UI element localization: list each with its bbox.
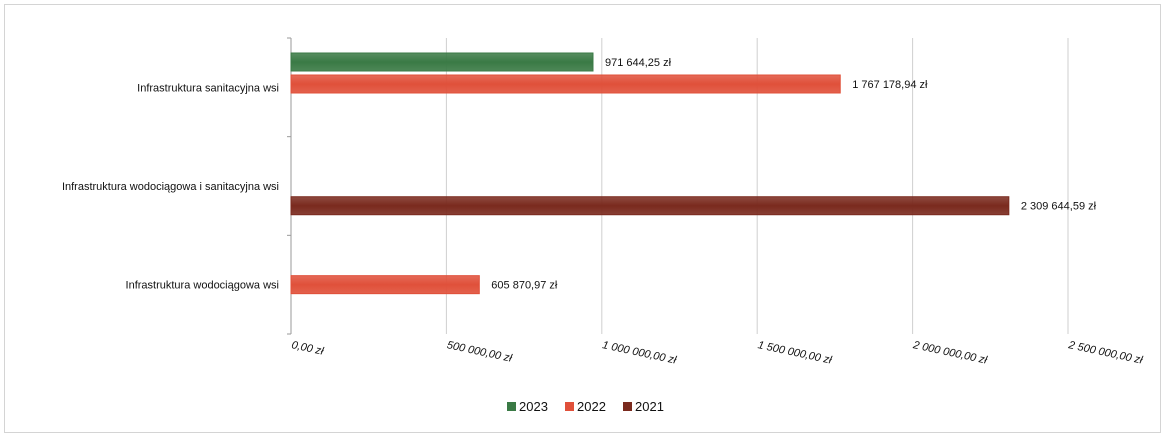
bar-2022 bbox=[290, 74, 841, 94]
bar-2022 bbox=[290, 275, 480, 295]
bar-2021 bbox=[290, 196, 1010, 216]
legend-label: 2021 bbox=[635, 399, 664, 414]
legend-label: 2022 bbox=[577, 399, 606, 414]
legend-swatch-2021 bbox=[623, 402, 632, 411]
x-tick-label: 1 500 000,00 zł bbox=[757, 339, 834, 366]
data-label: 971 644,25 zł bbox=[605, 57, 672, 69]
data-label: 2 309 644,59 zł bbox=[1021, 201, 1097, 213]
bar-2023 bbox=[290, 52, 594, 72]
legend-label: 2023 bbox=[519, 399, 548, 414]
x-tick-label: 1 000 000,00 zł bbox=[601, 339, 678, 366]
data-label: 1 767 178,94 zł bbox=[852, 79, 928, 91]
x-tick-label: 500 000,00 zł bbox=[446, 339, 514, 365]
data-label: 605 870,97 zł bbox=[491, 280, 558, 292]
category-label: Infrastruktura wodociągowa i sanitacyjna… bbox=[62, 181, 279, 193]
legend-swatch-2022 bbox=[565, 402, 574, 411]
x-tick-label: 2 000 000,00 zł bbox=[911, 339, 989, 367]
x-tick-label: 0,00 zł bbox=[290, 339, 325, 358]
category-label: Infrastruktura wodociągowa wsi bbox=[126, 280, 279, 292]
category-label: Infrastruktura sanitacyjna wsi bbox=[137, 82, 279, 94]
x-tick-label: 2 500 000,00 zł bbox=[1066, 339, 1144, 367]
legend-swatch-2023 bbox=[507, 402, 516, 411]
